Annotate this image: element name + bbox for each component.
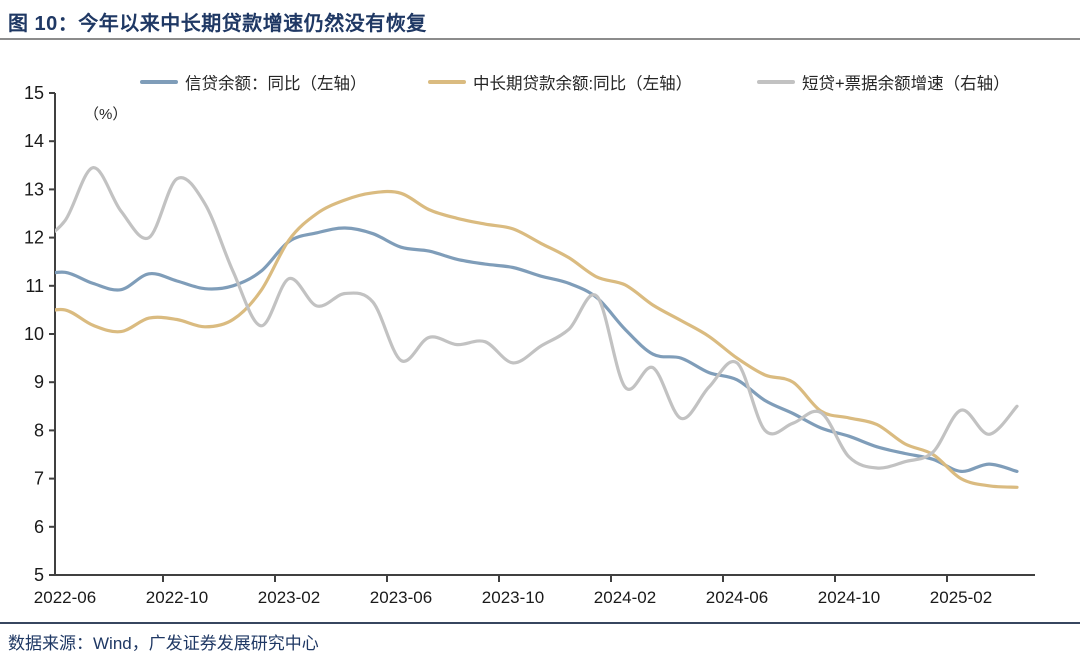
y-tick-label: 11 bbox=[25, 276, 44, 296]
y-axis-unit-label: （%） bbox=[84, 106, 128, 123]
x-tick-label: 2023-02 bbox=[258, 588, 320, 607]
figure-title: 图 10：今年以来中长期贷款增速仍然没有恢复 bbox=[8, 13, 427, 35]
y-tick-label: 14 bbox=[24, 131, 44, 151]
title-divider bbox=[0, 38, 1080, 40]
legend-item-credit-balance: 信贷余额：同比（左轴） bbox=[140, 71, 367, 93]
legend-line-swatch-gray bbox=[757, 80, 795, 84]
legend-line-swatch-blue bbox=[140, 80, 178, 84]
legend-label: 中长期贷款余额:同比（左轴） bbox=[473, 75, 693, 93]
footer-divider bbox=[0, 622, 1080, 624]
legend-item-mlt-loans: 中长期贷款余额:同比（左轴） bbox=[428, 71, 692, 93]
legend-label: 信贷余额：同比（左轴） bbox=[185, 75, 367, 93]
y-tick-label: 15 bbox=[24, 83, 44, 103]
line-chart-plot: 5 6 7 8 9 10 11 12 13 14 15 2022-06 2022-10 2023-02 20… bbox=[24, 83, 1035, 607]
y-tick-label: 6 bbox=[34, 517, 44, 537]
series-line-1 bbox=[55, 189, 1019, 489]
legend-item-short-loans-bills: 短贷+票据余额增速（右轴） bbox=[757, 71, 1010, 93]
x-tick-label: 2024-02 bbox=[594, 588, 656, 607]
x-tick-label: 2022-06 bbox=[34, 588, 96, 607]
x-tick-label: 2023-06 bbox=[370, 588, 432, 607]
chart-legend: 信贷余额：同比（左轴） 中长期贷款余额:同比（左轴） 短贷+票据余额增速（右轴） bbox=[0, 71, 1080, 93]
legend-line-swatch-tan bbox=[428, 80, 466, 84]
y-tick-label: 10 bbox=[24, 324, 44, 344]
x-tick-label: 2023-10 bbox=[482, 588, 544, 607]
data-source-note: 数据来源：Wind，广发证券发展研究中心 bbox=[8, 634, 319, 653]
x-tick-label: 2024-10 bbox=[818, 588, 880, 607]
y-tick-label: 8 bbox=[34, 420, 44, 440]
x-tick-label: 2024-06 bbox=[706, 588, 768, 607]
x-tick-label: 2025-02 bbox=[930, 588, 992, 607]
x-tick-label: 2022-10 bbox=[146, 588, 208, 607]
series-group bbox=[55, 166, 1019, 489]
y-tick-label: 5 bbox=[34, 565, 44, 585]
y-tick-label: 9 bbox=[34, 372, 44, 392]
y-tick-label: 13 bbox=[24, 179, 44, 199]
y-tick-label: 12 bbox=[24, 228, 44, 248]
series-line-0 bbox=[55, 226, 1019, 474]
series-line-2 bbox=[55, 166, 1019, 470]
legend-label: 短贷+票据余额增速（右轴） bbox=[802, 75, 1010, 93]
y-tick-label: 7 bbox=[34, 469, 44, 489]
